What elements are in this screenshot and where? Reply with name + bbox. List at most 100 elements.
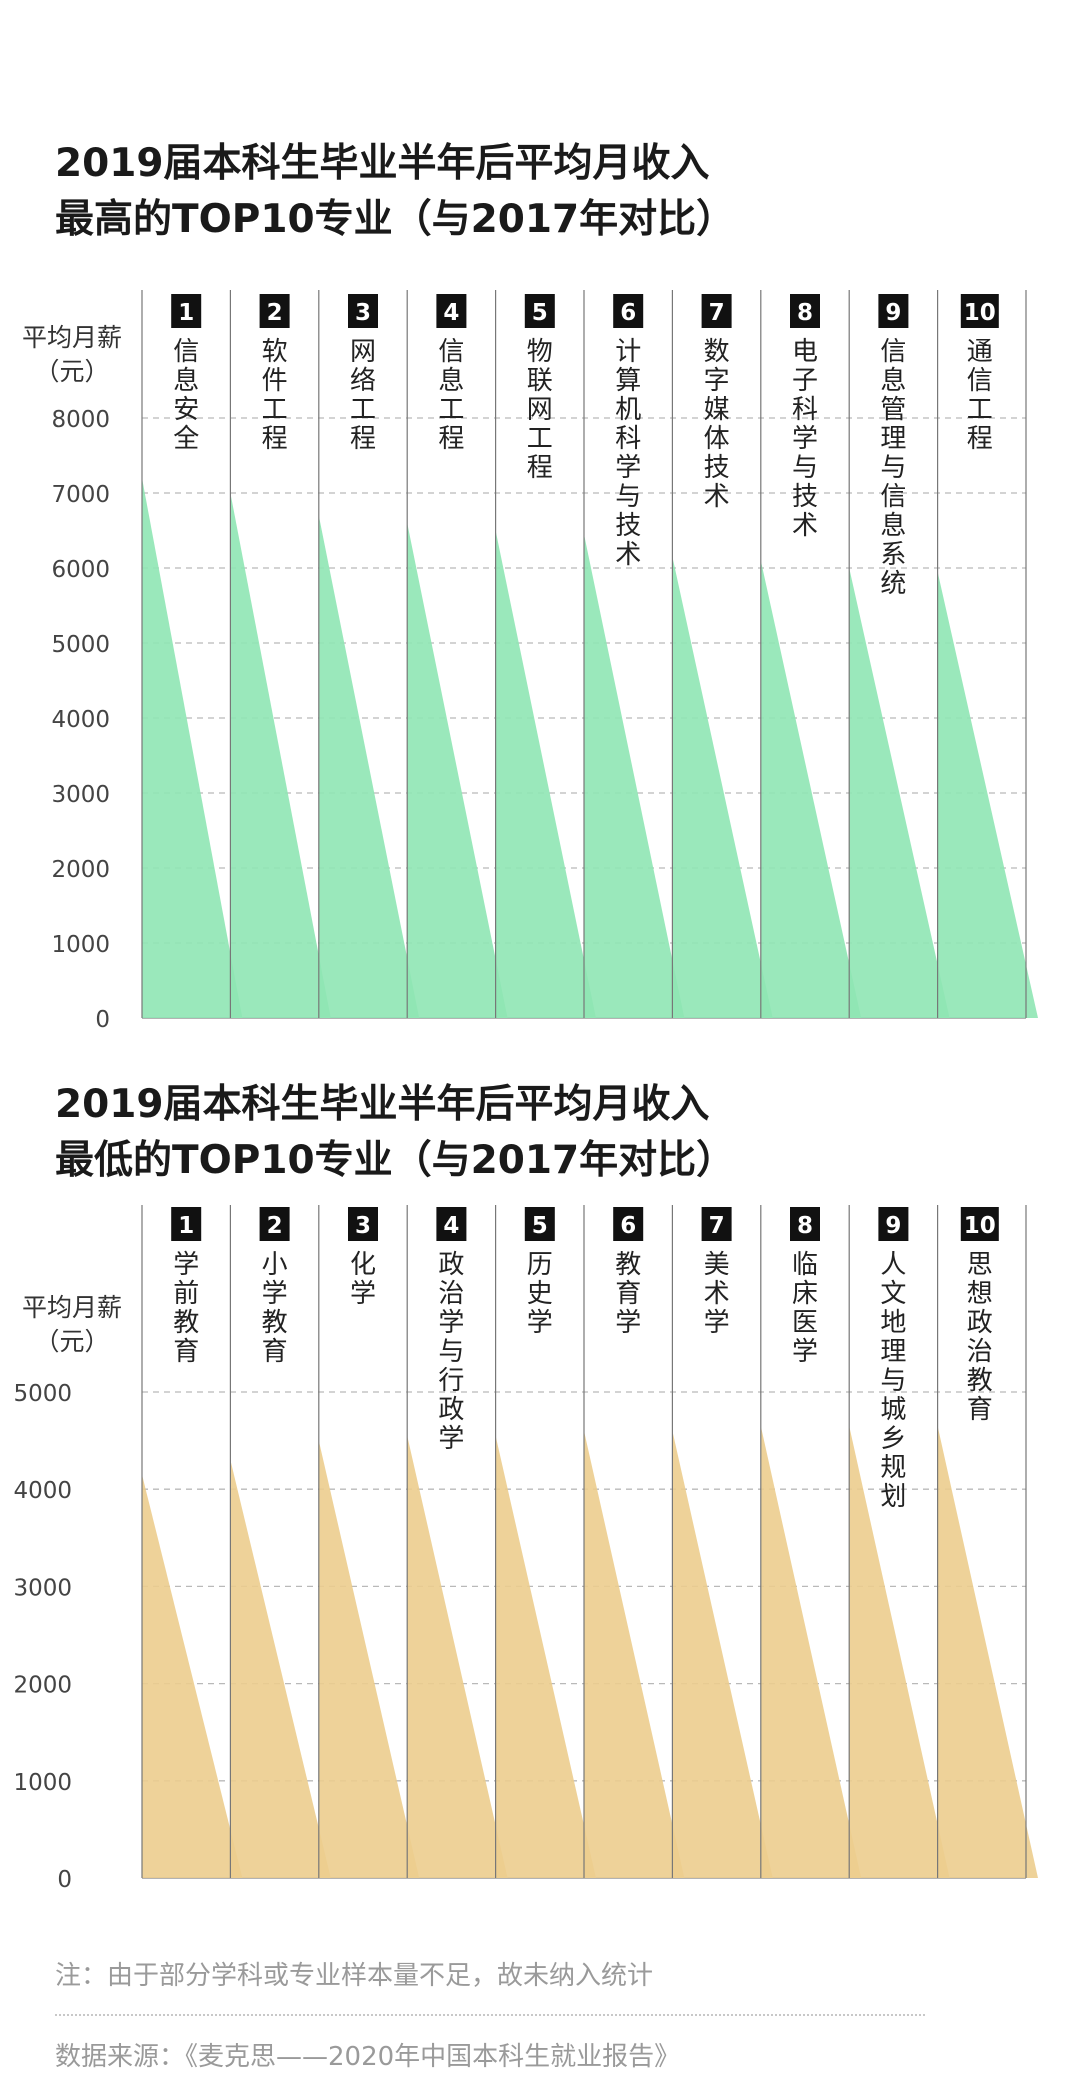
top-category-char: 技 bbox=[792, 482, 818, 512]
top-category-char: 理 bbox=[880, 424, 906, 454]
top-category-char: 通 bbox=[967, 337, 993, 367]
bot-rank-label: 3 bbox=[355, 1213, 371, 1239]
top-category-char: 息 bbox=[880, 366, 906, 396]
top-mark-1 bbox=[142, 478, 243, 1018]
bot-rank-badge bbox=[878, 1207, 909, 1241]
top-ytick-label: 0 bbox=[95, 1007, 110, 1033]
top-category-char: 管 bbox=[880, 395, 906, 425]
top-ytick-label: 1000 bbox=[51, 932, 110, 958]
bot-category-char: 政 bbox=[967, 1308, 993, 1338]
top-category-char: 程 bbox=[262, 424, 288, 454]
bot-category-char: 教 bbox=[262, 1308, 288, 1338]
bot-category-char: 小 bbox=[262, 1250, 288, 1280]
top-category-char: 字 bbox=[704, 366, 730, 396]
top-category-char: 网 bbox=[527, 395, 553, 425]
chart-title-top-line2: 最高的TOP10专业（与2017年对比） bbox=[55, 197, 736, 242]
bot-ylabel-line: （元） bbox=[34, 1327, 109, 1356]
top-rank-badge bbox=[960, 294, 999, 328]
bot-category-char: 术 bbox=[704, 1279, 730, 1309]
top-ylabel: 平均月薪 （元） bbox=[22, 323, 122, 386]
top-category-char: 程 bbox=[527, 453, 553, 483]
bot-mark-8 bbox=[760, 1426, 862, 1878]
top-ytick-label: 2000 bbox=[51, 857, 110, 883]
top-category-char: 电 bbox=[792, 337, 818, 367]
top-rank-badge bbox=[524, 294, 555, 328]
top-rank-badge bbox=[701, 294, 732, 328]
footnote: 注：由于部分学科或专业样本量不足，故未纳入统计 bbox=[55, 1961, 654, 1991]
bot-category-char: 与 bbox=[438, 1337, 464, 1367]
bot-category-char: 育 bbox=[262, 1337, 288, 1367]
bot-category-char: 育 bbox=[173, 1337, 199, 1367]
top-category-char: 信 bbox=[880, 482, 906, 512]
bot-mark-7 bbox=[672, 1430, 773, 1878]
bot-category-char: 理 bbox=[880, 1337, 906, 1367]
bot-mark-10 bbox=[937, 1426, 1038, 1878]
top-rank-badge bbox=[878, 294, 909, 328]
footer-divider bbox=[55, 2014, 925, 2016]
top-category-char: 术 bbox=[704, 482, 730, 512]
bot-category-char: 学 bbox=[704, 1308, 730, 1338]
bot-category-char: 学 bbox=[173, 1250, 199, 1280]
top-category-char: 息 bbox=[880, 511, 906, 541]
bot-category-char: 政 bbox=[438, 1395, 464, 1425]
bot-rank-label: 2 bbox=[267, 1213, 283, 1239]
top-mark-9 bbox=[849, 568, 950, 1018]
chart-title-bottom-line1: 2019届本科生毕业半年后平均月收入 bbox=[55, 1082, 710, 1127]
bot-rank-label: 5 bbox=[532, 1213, 548, 1239]
top-category-char: 数 bbox=[704, 337, 730, 367]
top-mark-7 bbox=[672, 556, 773, 1018]
top-rank-label: 6 bbox=[620, 300, 636, 326]
top-category-char: 息 bbox=[173, 366, 199, 396]
top-rank-label: 9 bbox=[885, 300, 901, 326]
bot-rank-label: 7 bbox=[709, 1213, 725, 1239]
top-category-char: 程 bbox=[438, 424, 464, 454]
top-rank-badge bbox=[171, 294, 202, 328]
top-mark-6 bbox=[584, 534, 685, 1018]
bot-rank-badge bbox=[436, 1207, 467, 1241]
top-category-char: 联 bbox=[527, 366, 553, 396]
bot-rank-label: 9 bbox=[885, 1213, 901, 1239]
top-category-char: 体 bbox=[704, 424, 730, 454]
bot-category-char: 规 bbox=[880, 1453, 906, 1483]
bot-category-char: 划 bbox=[880, 1482, 906, 1512]
bot-ylabel-line: 平均月薪 bbox=[22, 1293, 122, 1322]
top-rank-badge bbox=[436, 294, 467, 328]
bot-category-char: 前 bbox=[173, 1279, 199, 1309]
top-rank-label: 5 bbox=[532, 300, 548, 326]
top-category-char: 物 bbox=[527, 337, 553, 367]
top-mark-8 bbox=[760, 560, 862, 1018]
bot-mark-2 bbox=[230, 1460, 331, 1878]
top-category-char: 学 bbox=[615, 453, 641, 483]
top-rank-label: 2 bbox=[267, 300, 283, 326]
top-rank-badge bbox=[259, 294, 290, 328]
bot-category-char: 治 bbox=[438, 1279, 464, 1309]
top-mark-3 bbox=[318, 515, 420, 1018]
bot-rank-label: 10 bbox=[964, 1213, 996, 1239]
bot-ytick-label: 1000 bbox=[13, 1770, 72, 1796]
top-category-char: 工 bbox=[350, 395, 376, 425]
top-category-char: 技 bbox=[615, 511, 641, 541]
data-source: 数据来源：《麦克思——2020年中国本科生就业报告》 bbox=[55, 2042, 681, 2072]
bot-mark-6 bbox=[584, 1430, 685, 1878]
top-ytick-label: 5000 bbox=[51, 632, 110, 658]
top-category-char: 信 bbox=[880, 337, 906, 367]
bot-category-char: 学 bbox=[615, 1308, 641, 1338]
bot-rank-badge bbox=[701, 1207, 732, 1241]
top-category-char: 息 bbox=[438, 366, 464, 396]
bot-ytick-label: 2000 bbox=[13, 1673, 72, 1699]
top-ytick-label: 4000 bbox=[51, 707, 110, 733]
bot-category-char: 学 bbox=[438, 1308, 464, 1338]
top-ylabel-line: （元） bbox=[34, 357, 109, 386]
top-category-char: 技 bbox=[704, 453, 730, 483]
top-category-char: 工 bbox=[967, 395, 993, 425]
bot-category-char: 学 bbox=[350, 1279, 376, 1309]
bot-category-char: 文 bbox=[880, 1279, 906, 1309]
top-category-char: 与 bbox=[615, 482, 641, 512]
bot-category-char: 历 bbox=[527, 1250, 553, 1280]
bot-category-char: 人 bbox=[880, 1250, 906, 1280]
chart-top: 平均月薪 （元） 0 1000 2000 3000 4000 5000 6000 7000 8000… bbox=[22, 290, 1038, 1033]
bot-rank-label: 1 bbox=[178, 1213, 194, 1239]
bot-ylabel: 平均月薪 （元） bbox=[22, 1293, 122, 1356]
bot-category-char: 学 bbox=[262, 1279, 288, 1309]
bot-rank-badge bbox=[348, 1207, 378, 1241]
